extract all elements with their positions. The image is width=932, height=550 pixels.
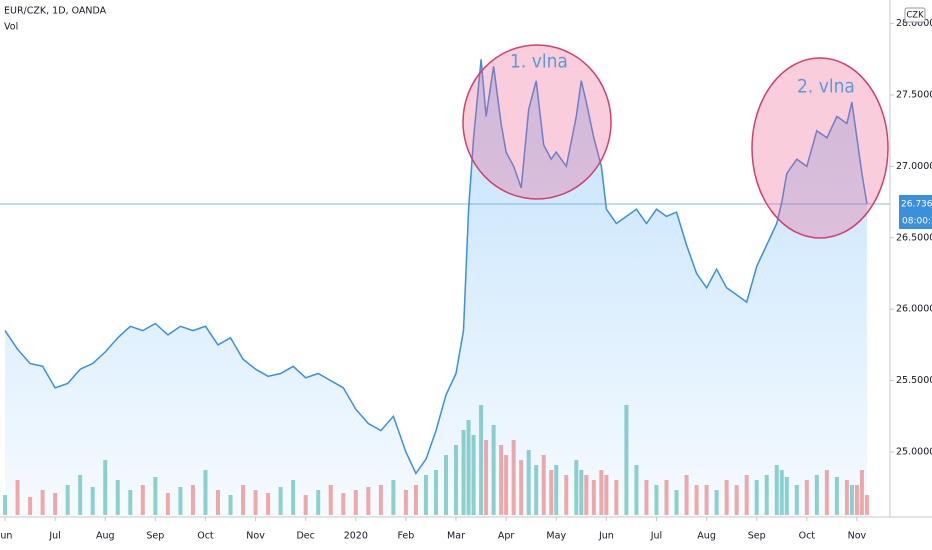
x-tick-label: Nov <box>848 531 867 542</box>
x-tick-label: Jun <box>0 531 12 542</box>
wave-circle <box>751 57 889 239</box>
x-tick-label: Apr <box>498 531 515 542</box>
x-tick-label: Sep <box>748 531 766 542</box>
currency-box <box>904 7 926 23</box>
x-tick-label: Jul <box>48 531 60 542</box>
x-tick-label: Jun <box>598 531 614 542</box>
y-tick-label: 28.00000 <box>896 18 932 29</box>
y-tick-label: 27.00000 <box>896 161 932 172</box>
annotation: 2. vlna <box>797 76 855 98</box>
countdown-label: 08:00:25 <box>902 217 932 227</box>
price-layer <box>0 59 890 518</box>
x-tick-label: Nov <box>246 531 265 542</box>
price-line <box>4 59 868 475</box>
last-price-label: 26.73660 <box>901 200 932 210</box>
y-tick-label: 27.50000 <box>896 89 932 100</box>
volume-label: Vol <box>4 22 18 33</box>
y-tick-label: 26.50000 <box>896 232 932 243</box>
axis-layer: 25.00000 25.50000 26.00000 26.50000 27.00000… <box>0 7 932 542</box>
y-tick-label: 25.00000 <box>896 447 932 458</box>
x-tick-label: Sep <box>146 531 164 542</box>
y-tick-label: 25.50000 <box>896 375 932 386</box>
x-tick-label: Mar <box>447 531 465 542</box>
symbol-title: EUR/CZK, 1D, OANDA <box>4 6 107 17</box>
wave-circle <box>462 44 612 200</box>
x-tick-label: May <box>546 531 566 542</box>
x-tick-label: Oct <box>197 531 214 542</box>
annotation: 1. vlna <box>510 51 568 73</box>
currency-label: CZK <box>906 11 924 21</box>
volume-bar <box>864 495 869 515</box>
y-tick-label: 26.00000 <box>896 304 932 315</box>
x-tick-label: Jul <box>650 531 662 542</box>
x-tick-label: Oct <box>799 531 816 542</box>
x-tick-label: Dec <box>296 531 314 542</box>
x-tick-label: Aug <box>96 531 115 542</box>
x-tick-label: 2020 <box>344 531 368 542</box>
price-area <box>5 59 867 518</box>
x-tick-label: Feb <box>397 531 414 542</box>
last-price-box <box>899 195 932 230</box>
x-tick-label: Aug <box>697 531 716 542</box>
